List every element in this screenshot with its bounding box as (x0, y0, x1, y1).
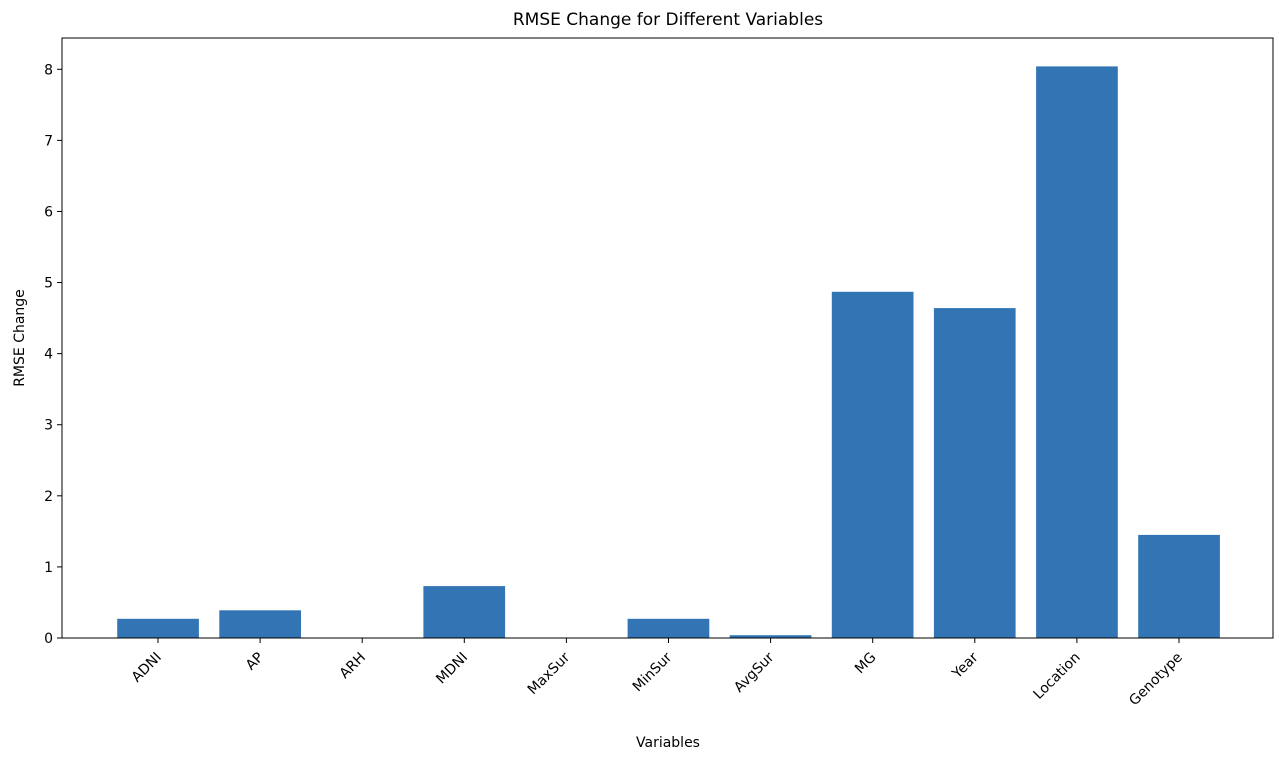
bar-ap (219, 610, 301, 638)
x-tick-label: MDNI (433, 650, 471, 688)
y-axis: 0 1 2 3 4 5 6 7 8 (44, 62, 62, 647)
bars-group (117, 66, 1220, 638)
y-tick-label: 3 (44, 418, 53, 434)
bar-adni (117, 618, 199, 638)
bar-location (1036, 66, 1118, 638)
bar-avgsur (729, 635, 812, 638)
y-tick-label: 8 (44, 62, 53, 78)
bar-mg (831, 291, 914, 638)
x-axis-label: Variables (636, 735, 700, 751)
y-tick-label: 2 (44, 489, 53, 505)
plot-frame (61, 37, 1274, 639)
x-tick-label: MinSur (630, 649, 676, 695)
x-tick-label: MaxSur (525, 649, 574, 698)
y-tick-label: 5 (44, 276, 53, 292)
y-tick-label: 7 (44, 133, 53, 149)
bar-year (933, 308, 1016, 638)
bar-genotype (1138, 534, 1220, 638)
x-axis: ADNI AP ARH MDNI MaxSur MinSur AvgSur MG Year Loc… (129, 638, 1186, 709)
x-tick-label: AP (243, 650, 267, 674)
x-tick-label: Year (949, 649, 982, 682)
x-tick-label: Location (1031, 650, 1084, 703)
bar-mdni (423, 586, 506, 638)
chart-title: RMSE Change for Different Variables (513, 10, 823, 30)
y-tick-label: 6 (44, 204, 53, 220)
y-tick-label: 0 (44, 631, 53, 647)
y-tick-label: 1 (44, 560, 53, 576)
x-tick-label: AvgSur (731, 649, 777, 695)
x-tick-label: ADNI (129, 650, 165, 686)
bar-minsur (627, 618, 710, 638)
x-tick-label: Genotype (1126, 650, 1186, 710)
y-tick-label: 4 (44, 347, 53, 363)
x-tick-label: MG (852, 650, 880, 678)
x-tick-label: ARH (337, 650, 369, 682)
y-axis-label: RMSE Change (12, 289, 28, 387)
